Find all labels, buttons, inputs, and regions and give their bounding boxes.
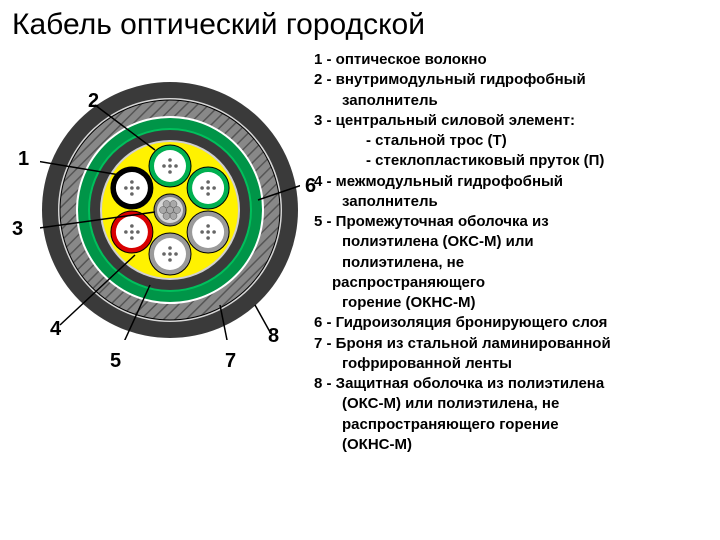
- content-row: 1 2 3 4 5 6 7 8 1 - оптическое волокно 2…: [0, 50, 720, 455]
- legend-8c: распространяющего горение: [314, 415, 710, 435]
- label-8: 8: [268, 325, 279, 348]
- label-7: 7: [225, 350, 236, 373]
- label-1: 1: [18, 148, 29, 171]
- label-6: 6: [305, 175, 316, 198]
- legend-2b: заполнитель: [314, 91, 710, 111]
- label-3: 3: [12, 218, 23, 241]
- legend-3a: - стальной трос (Т): [314, 131, 710, 151]
- legend-7b: гофрированной ленты: [314, 354, 710, 374]
- legend-4b: заполнитель: [314, 192, 710, 212]
- label-4: 4: [50, 318, 61, 341]
- legend-8d: (ОКНС-М): [314, 435, 710, 455]
- legend-5d: распространяющего: [314, 273, 710, 293]
- legend-3b: - стеклопластиковый пруток (П): [314, 151, 710, 171]
- legend-4: 4 - межмодульный гидрофобный: [314, 172, 710, 192]
- cable-cross-section: [40, 80, 300, 340]
- legend-7: 7 - Броня из стальной ламинированной: [314, 334, 710, 354]
- legend-2: 2 - внутримодульный гидрофобный: [314, 70, 710, 90]
- legend-5b: полиэтилена (ОКС-М) или: [314, 232, 710, 252]
- legend-8b: (ОКС-М) или полиэтилена, не: [314, 394, 710, 414]
- legend: 1 - оптическое волокно 2 - внутримодульн…: [310, 50, 710, 455]
- legend-8: 8 - Защитная оболочка из полиэтилена: [314, 374, 710, 394]
- page-title: Кабель оптический городской: [0, 0, 720, 50]
- cable-diagram: 1 2 3 4 5 6 7 8: [10, 50, 310, 390]
- legend-5: 5 - Промежуточная оболочка из: [314, 212, 710, 232]
- legend-1: 1 - оптическое волокно: [314, 50, 710, 70]
- label-5: 5: [110, 350, 121, 373]
- legend-5e: горение (ОКНС-М): [314, 293, 710, 313]
- legend-3: 3 - центральный силовой элемент:: [314, 111, 710, 131]
- legend-5c: полиэтилена, не: [314, 253, 710, 273]
- label-2: 2: [88, 90, 99, 113]
- legend-6: 6 - Гидроизоляция бронирующего слоя: [314, 313, 710, 333]
